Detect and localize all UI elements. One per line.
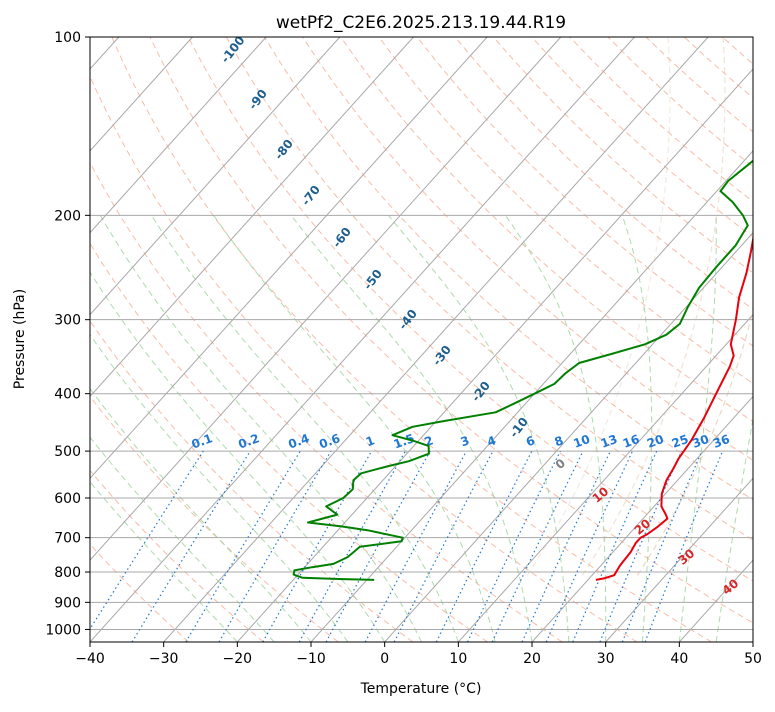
- x-tick-label: 10: [449, 651, 467, 667]
- x-tick-label: −10: [296, 651, 326, 667]
- y-tick-label: 500: [54, 444, 81, 460]
- y-tick-label: 600: [54, 491, 81, 507]
- y-tick-label: 100: [54, 30, 81, 46]
- y-axis-label: Pressure (hPa): [12, 289, 28, 389]
- y-tick-label: 700: [54, 531, 81, 547]
- x-tick-label: 40: [670, 651, 688, 667]
- x-tick-label: 20: [523, 651, 541, 667]
- y-tick-label: 400: [54, 387, 81, 403]
- y-tick-label: 1000: [45, 622, 81, 638]
- x-tick-label: −30: [149, 651, 179, 667]
- y-tick-label: 800: [54, 565, 81, 581]
- x-tick-label: −40: [75, 651, 105, 667]
- y-tick-label: 900: [54, 595, 81, 611]
- x-tick-label: 30: [597, 651, 615, 667]
- chart-title: wetPf2_C2E6.2025.213.19.44.R19: [276, 13, 566, 33]
- x-tick-label: 50: [744, 651, 762, 667]
- x-axis-label: Temperature (°C): [360, 681, 482, 697]
- isotherm-line: [753, 37, 775, 642]
- y-tick-label: 200: [54, 208, 81, 224]
- y-tick-label: 300: [54, 313, 81, 329]
- x-tick-label: −20: [223, 651, 253, 667]
- dry-adiabat: [761, 37, 775, 642]
- x-tick-label: 0: [380, 651, 389, 667]
